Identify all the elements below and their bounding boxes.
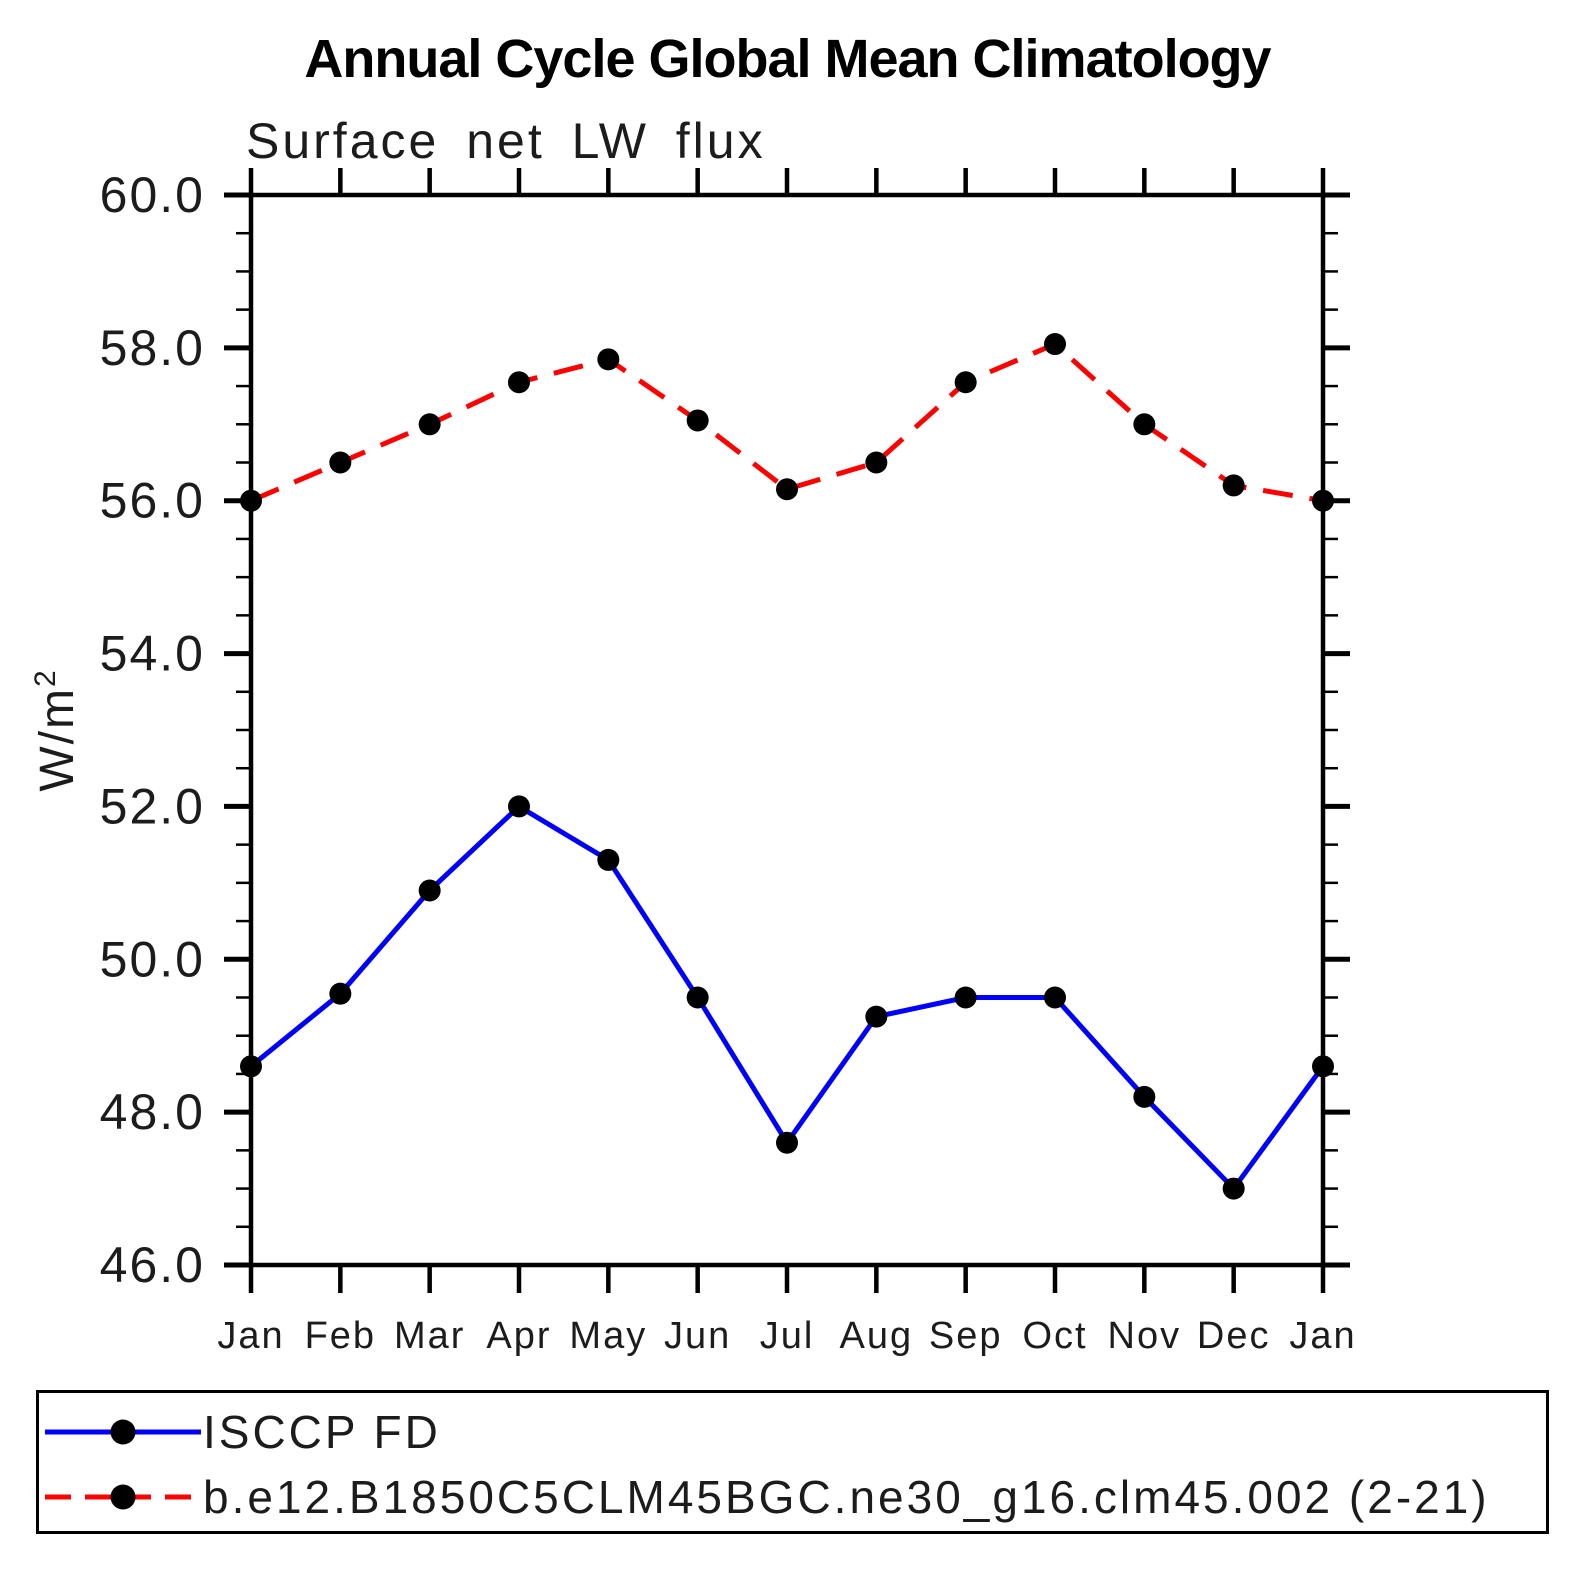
- y-tick-label: 56.0: [100, 473, 205, 529]
- data-point-marker: [1312, 489, 1334, 512]
- data-point-marker: [240, 489, 262, 512]
- x-tick-label: Jul: [760, 1315, 815, 1357]
- legend-label: ISCCP FD: [203, 1406, 441, 1458]
- data-point-marker: [1133, 1085, 1156, 1108]
- y-tick-label: 60.0: [100, 167, 205, 223]
- y-tick-label: 48.0: [100, 1084, 205, 1140]
- legend-box: ISCCP FD b.e12.B1850C5CLM45BGC.ne30_g16.…: [36, 1390, 1549, 1534]
- series-line: [249, 803, 1326, 1193]
- x-tick-label: Feb: [305, 1315, 376, 1357]
- data-point-marker: [865, 451, 888, 474]
- x-tick-label: May: [569, 1315, 647, 1357]
- data-point-marker: [329, 982, 352, 1005]
- data-point-marker: [1044, 986, 1066, 1009]
- y-tick-label: 54.0: [100, 626, 205, 682]
- data-point-marker: [686, 986, 709, 1009]
- y-tick-label: 58.0: [100, 320, 205, 376]
- data-point-marker: [954, 986, 977, 1009]
- x-tick-label: Dec: [1197, 1315, 1271, 1357]
- x-tick-label: Jan: [217, 1315, 284, 1357]
- data-point-marker: [418, 879, 441, 902]
- x-tick-label: Jan: [1289, 1315, 1356, 1357]
- x-tick-label: Jun: [664, 1315, 731, 1357]
- x-tick-label: Oct: [1022, 1315, 1087, 1357]
- data-point-marker: [1222, 1177, 1245, 1200]
- axis-frame: [248, 192, 1326, 1268]
- y-tick-label: 52.0: [100, 778, 205, 834]
- data-point-marker: [597, 848, 620, 871]
- x-tick-label: Apr: [486, 1315, 551, 1357]
- chart-subtitle: Surface net LW flux: [246, 113, 766, 169]
- data-point-marker: [329, 451, 352, 474]
- data-point-marker: [1044, 333, 1066, 356]
- data-point-marker: [865, 1005, 888, 1028]
- x-tick-label: Nov: [1108, 1315, 1182, 1357]
- legend-label: b.e12.B1850C5CLM45BGC.ne30_g16.clm45.002…: [203, 1471, 1490, 1523]
- legend-sample-solid-line: [45, 1419, 201, 1445]
- chart-title: Annual Cycle Global Mean Climatology: [304, 29, 1271, 89]
- legend-marker-dot: [110, 1484, 136, 1510]
- data-point-marker: [240, 1055, 262, 1078]
- legend-entry-isccp: ISCCP FD: [45, 1404, 441, 1460]
- legend-entry-model: b.e12.B1850C5CLM45BGC.ne30_g16.clm45.002…: [45, 1469, 1490, 1525]
- data-point-marker: [776, 478, 798, 501]
- x-tick-label: Mar: [394, 1315, 465, 1357]
- x-tick-label: Sep: [929, 1315, 1003, 1357]
- legend-marker-dot: [110, 1419, 136, 1445]
- y-tick-label: 46.0: [100, 1237, 205, 1293]
- data-point-marker: [686, 409, 709, 432]
- data-point-marker: [1133, 413, 1156, 436]
- data-point-marker: [1222, 474, 1245, 497]
- data-point-marker: [508, 795, 530, 818]
- legend-sample-dashed-line: [45, 1484, 201, 1510]
- data-point-marker: [597, 348, 620, 371]
- data-point-marker: [954, 371, 977, 394]
- data-point-marker: [776, 1131, 798, 1154]
- y-tick-label: 50.0: [100, 931, 205, 987]
- data-point-marker: [508, 371, 530, 394]
- series-line: [250, 341, 1324, 504]
- data-point-marker: [418, 413, 441, 436]
- x-tick-label: Aug: [840, 1315, 914, 1357]
- data-point-marker: [1312, 1055, 1334, 1078]
